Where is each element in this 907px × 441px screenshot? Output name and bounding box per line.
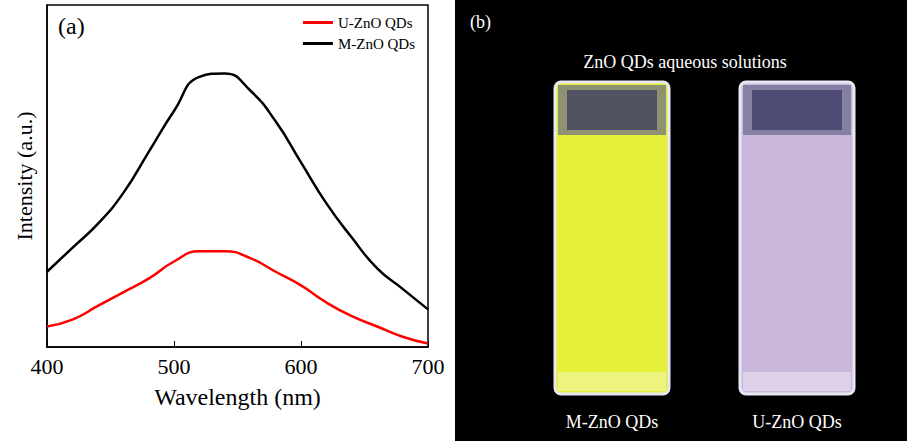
svg-text:Wavelength (nm): Wavelength (nm) [154, 384, 321, 410]
svg-text:ZnO QDs aqueous solutions: ZnO QDs aqueous solutions [583, 52, 787, 72]
svg-text:M-ZnO QDs: M-ZnO QDs [338, 36, 415, 52]
svg-text:(a): (a) [58, 13, 85, 39]
svg-text:U-ZnO QDs: U-ZnO QDs [338, 15, 413, 31]
svg-text:U-ZnO QDs: U-ZnO QDs [752, 412, 842, 432]
svg-text:500: 500 [158, 354, 191, 379]
svg-text:600: 600 [285, 354, 318, 379]
svg-text:M-ZnO QDs: M-ZnO QDs [566, 412, 659, 432]
svg-text:700: 700 [412, 354, 445, 379]
svg-text:Intensity (a.u.): Intensity (a.u.) [12, 112, 37, 241]
svg-text:400: 400 [31, 354, 64, 379]
svg-text:(b): (b) [470, 12, 491, 33]
